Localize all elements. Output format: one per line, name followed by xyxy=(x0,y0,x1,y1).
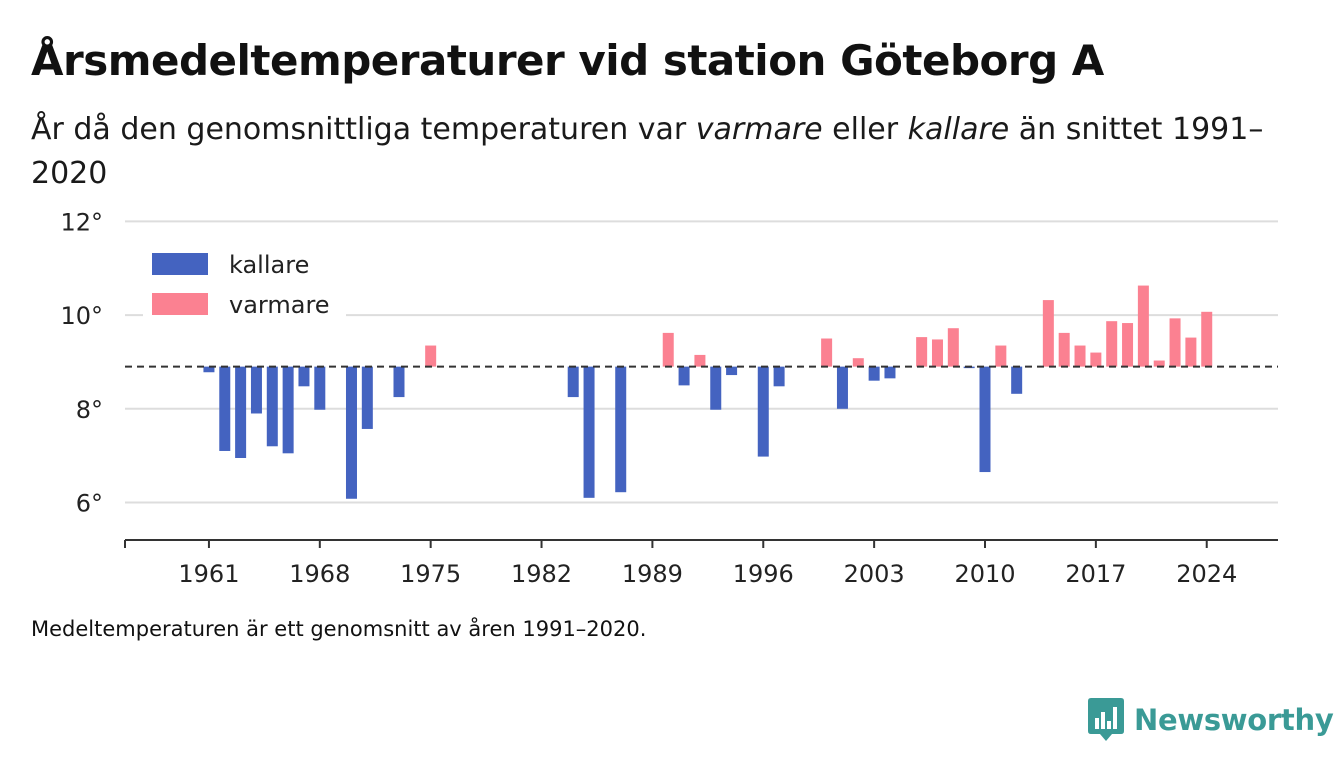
bar-colder xyxy=(203,366,215,373)
y-tick-label: 6° xyxy=(76,490,103,518)
x-tick-label: 2024 xyxy=(1176,560,1237,588)
x-tick-label: 1975 xyxy=(400,560,461,588)
bar-colder xyxy=(1011,366,1023,394)
bar-warmer xyxy=(1058,332,1070,367)
subtitle-part2: eller xyxy=(822,112,908,147)
bar-warmer xyxy=(1137,285,1149,367)
bar-colder xyxy=(393,366,405,398)
y-tick-label: 12° xyxy=(60,208,103,236)
x-tick-label: 1961 xyxy=(178,560,239,588)
bar-colder xyxy=(235,366,247,458)
bar-colder xyxy=(884,366,896,379)
y-tick-label: 10° xyxy=(60,302,103,330)
bar-warmer xyxy=(1153,360,1165,367)
bar-warmer xyxy=(1074,345,1086,367)
bar-colder xyxy=(868,366,880,381)
bar-colder xyxy=(314,366,326,410)
bar-warmer xyxy=(1106,321,1118,367)
legend-label-kallare: kallare xyxy=(229,251,309,279)
bar-warmer xyxy=(947,328,959,367)
x-tick-label: 1996 xyxy=(733,560,794,588)
bar-colder xyxy=(773,366,785,387)
bar-colder xyxy=(710,366,722,410)
bar-warmer xyxy=(1169,318,1181,367)
bar-colder xyxy=(979,366,991,473)
x-tick-label: 1968 xyxy=(289,560,350,588)
bar-colder xyxy=(266,366,278,447)
bar-warmer xyxy=(1185,337,1197,367)
x-tick-label: 1982 xyxy=(511,560,572,588)
chart-title: Årsmedeltemperaturer vid station Götebor… xyxy=(31,36,1104,85)
bar-colder xyxy=(219,366,231,451)
legend-label-varmare: varmare xyxy=(229,291,330,319)
bar-warmer xyxy=(931,339,943,367)
bar-colder xyxy=(250,366,262,414)
footnote: Medeltemperaturen är ett genomsnitt av å… xyxy=(31,617,647,641)
subtitle-cold-word: kallare xyxy=(907,112,1010,147)
bar-colder xyxy=(282,366,294,454)
bar-chart: 6° 8° 10° 12° 1961 1968 1975 1982 1989 1996 2003 20… xyxy=(60,208,1278,588)
bar-warmer xyxy=(852,358,864,367)
subtitle-part3: än snittet 1991–2020 xyxy=(31,112,1264,191)
bar-warmer xyxy=(425,345,437,367)
bar-colder xyxy=(615,366,627,493)
x-tick-label: 2003 xyxy=(844,560,905,588)
bar-colder xyxy=(726,366,738,376)
bar-warmer xyxy=(694,354,706,367)
bar-warmer xyxy=(916,337,928,367)
bar-colder xyxy=(678,366,690,386)
bar-warmer xyxy=(1201,311,1213,367)
brand-name: Newsworthy xyxy=(1134,703,1334,737)
newsworthy-chart-bubble-icon xyxy=(1088,698,1124,741)
bar-colder xyxy=(567,366,579,398)
bar-warmer xyxy=(1042,300,1054,367)
x-tick-label: 2010 xyxy=(954,560,1015,588)
bar-colder xyxy=(345,366,357,499)
subtitle-warm-word: varmare xyxy=(695,112,823,147)
bar-warmer xyxy=(821,338,833,367)
legend-swatch-varmare xyxy=(152,293,208,315)
bar-colder xyxy=(757,366,769,457)
subtitle-part1: År då den genomsnittliga temperaturen va… xyxy=(31,112,696,147)
bar-warmer xyxy=(995,345,1007,367)
bar-colder xyxy=(361,366,373,429)
bar-colder xyxy=(836,366,848,409)
bar-warmer xyxy=(1090,352,1102,367)
y-tick-label: 8° xyxy=(76,396,103,424)
brand-logo: Newsworthy xyxy=(1088,698,1334,742)
x-tick-label: 1989 xyxy=(622,560,683,588)
bar-colder xyxy=(583,366,595,498)
legend-swatch-kallare xyxy=(152,253,208,275)
bar-warmer xyxy=(1122,323,1134,367)
bar-warmer xyxy=(662,332,674,367)
x-tick-label: 2017 xyxy=(1065,560,1126,588)
bar-colder xyxy=(298,366,310,387)
chart-subtitle: År då den genomsnittliga temperaturen va… xyxy=(31,108,1291,196)
